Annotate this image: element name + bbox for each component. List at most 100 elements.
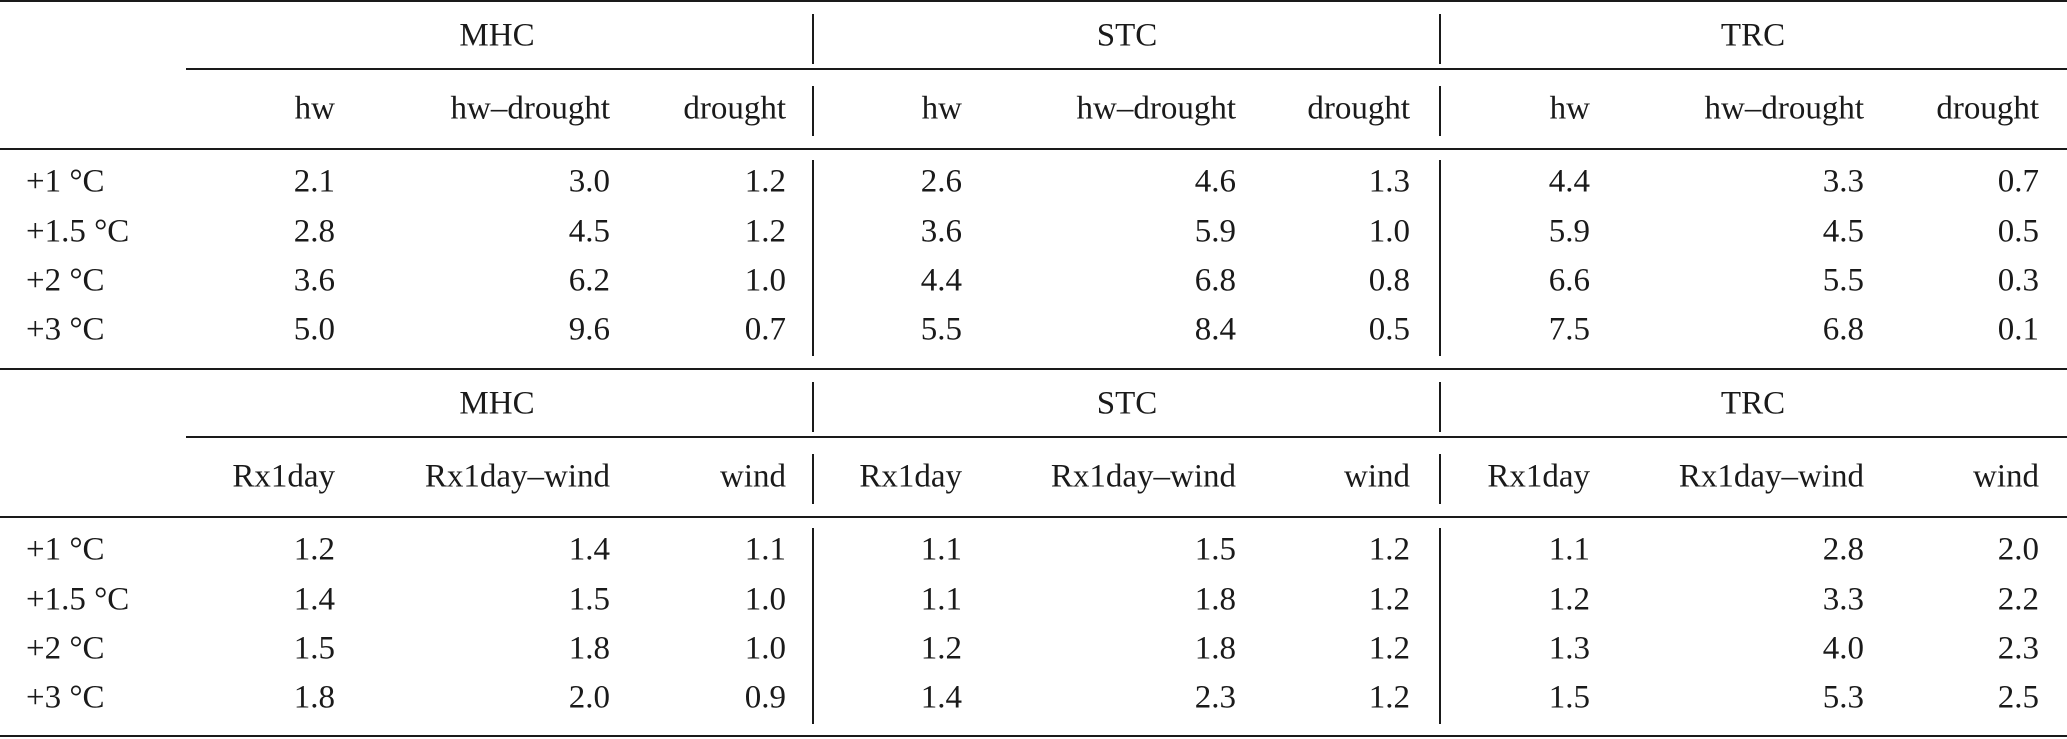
table-cell: 1.3 bbox=[1548, 630, 1590, 667]
table-cell: 1.4 bbox=[920, 679, 962, 716]
column-group-separator bbox=[812, 160, 814, 356]
table-cell: 3.6 bbox=[293, 262, 335, 299]
table-cell: 1.8 bbox=[1194, 581, 1236, 618]
group-header: TRC bbox=[1720, 385, 1786, 422]
table-cell: 2.2 bbox=[1997, 581, 2039, 618]
column-header: wind bbox=[720, 458, 786, 495]
table-cell: 1.8 bbox=[1194, 630, 1236, 667]
table-cell: 1.2 bbox=[1548, 581, 1590, 618]
column-group-separator bbox=[812, 14, 814, 64]
table-cell: 2.5 bbox=[1997, 679, 2039, 716]
table-cell: 1.1 bbox=[744, 531, 786, 568]
table-cell: 0.7 bbox=[744, 311, 786, 348]
table-cell: 7.5 bbox=[1548, 311, 1590, 348]
table-cell: 5.0 bbox=[293, 311, 335, 348]
column-group-separator bbox=[812, 528, 814, 724]
column-header: hw bbox=[921, 90, 962, 127]
table-cell: 2.0 bbox=[568, 679, 610, 716]
group-header: TRC bbox=[1720, 17, 1786, 54]
column-group-separator bbox=[1439, 86, 1441, 136]
row-label: +2 °C bbox=[26, 630, 105, 667]
column-header: hw–drought bbox=[1076, 90, 1237, 127]
row-label: +1.5 °C bbox=[26, 213, 130, 250]
group-header: MHC bbox=[459, 385, 535, 422]
group-header: MHC bbox=[459, 17, 535, 54]
table-cell: 1.0 bbox=[744, 262, 786, 299]
table-cell: 2.8 bbox=[293, 213, 335, 250]
table-cell: 1.2 bbox=[293, 531, 335, 568]
group-cmidrule bbox=[186, 436, 2067, 438]
column-header: wind bbox=[1344, 458, 1410, 495]
column-group-separator bbox=[1439, 14, 1441, 64]
column-group-separator bbox=[1439, 382, 1441, 432]
table-cell: 3.3 bbox=[1822, 163, 1864, 200]
column-header: hw–drought bbox=[450, 90, 611, 127]
column-header: drought bbox=[683, 90, 786, 127]
row-label: +2 °C bbox=[26, 262, 105, 299]
table-cell: 5.9 bbox=[1194, 213, 1236, 250]
table-cell: 5.9 bbox=[1548, 213, 1590, 250]
column-group-separator bbox=[1439, 528, 1441, 724]
column-header: Rx1day–wind bbox=[424, 458, 610, 495]
table-cell: 1.4 bbox=[568, 531, 610, 568]
column-header: Rx1day bbox=[859, 458, 962, 495]
table-cell: 4.4 bbox=[1548, 163, 1590, 200]
table-cell: 0.1 bbox=[1997, 311, 2039, 348]
table-cell: 1.0 bbox=[744, 581, 786, 618]
table-cell: 1.4 bbox=[293, 581, 335, 618]
table-cell: 1.2 bbox=[1368, 531, 1410, 568]
column-group-separator bbox=[812, 86, 814, 136]
row-label: +1 °C bbox=[26, 531, 105, 568]
column-header: hw bbox=[1549, 90, 1590, 127]
table-cell: 1.5 bbox=[293, 630, 335, 667]
column-header: drought bbox=[1936, 90, 2039, 127]
row-label: +1.5 °C bbox=[26, 581, 130, 618]
column-group-separator bbox=[812, 454, 814, 504]
table-cell: 1.5 bbox=[568, 581, 610, 618]
table-cell: 9.6 bbox=[568, 311, 610, 348]
column-header: hw–drought bbox=[1704, 90, 1865, 127]
table-cell: 4.5 bbox=[568, 213, 610, 250]
table-cell: 3.3 bbox=[1822, 581, 1864, 618]
table-cell: 8.4 bbox=[1194, 311, 1236, 348]
column-header: Rx1day bbox=[232, 458, 335, 495]
table-cell: 2.1 bbox=[293, 163, 335, 200]
column-header: drought bbox=[1307, 90, 1410, 127]
header-rule bbox=[0, 516, 2067, 518]
table-cell: 0.9 bbox=[744, 679, 786, 716]
table-cell: 6.8 bbox=[1194, 262, 1236, 299]
table-cell: 4.4 bbox=[920, 262, 962, 299]
table-cell: 1.2 bbox=[1368, 630, 1410, 667]
table-cell: 2.6 bbox=[920, 163, 962, 200]
table-cell: 1.8 bbox=[568, 630, 610, 667]
row-label: +3 °C bbox=[26, 311, 105, 348]
column-group-separator bbox=[812, 382, 814, 432]
table-cell: 4.5 bbox=[1822, 213, 1864, 250]
table-cell: 2.3 bbox=[1194, 679, 1236, 716]
header-rule bbox=[0, 148, 2067, 150]
table-cell: 1.5 bbox=[1548, 679, 1590, 716]
row-label: +1 °C bbox=[26, 163, 105, 200]
table-cell: 1.1 bbox=[920, 581, 962, 618]
row-label: +3 °C bbox=[26, 679, 105, 716]
table-cell: 1.1 bbox=[1548, 531, 1590, 568]
table-cell: 2.0 bbox=[1997, 531, 2039, 568]
table-cell: 1.2 bbox=[744, 163, 786, 200]
table-cell: 1.2 bbox=[1368, 679, 1410, 716]
table-cell: 0.3 bbox=[1997, 262, 2039, 299]
column-group-separator bbox=[1439, 160, 1441, 356]
table-cell: 1.0 bbox=[744, 630, 786, 667]
table-cell: 1.8 bbox=[293, 679, 335, 716]
table-cell: 6.8 bbox=[1822, 311, 1864, 348]
column-header: wind bbox=[1973, 458, 2039, 495]
table-cell: 2.3 bbox=[1997, 630, 2039, 667]
table-cell: 0.5 bbox=[1997, 213, 2039, 250]
table-cell: 3.0 bbox=[568, 163, 610, 200]
table-cell: 6.2 bbox=[568, 262, 610, 299]
table-cell: 5.5 bbox=[920, 311, 962, 348]
table-cell: 5.5 bbox=[1822, 262, 1864, 299]
group-header: STC bbox=[1096, 17, 1158, 54]
table-cell: 1.0 bbox=[1368, 213, 1410, 250]
table-cell: 1.2 bbox=[744, 213, 786, 250]
table-cell: 4.0 bbox=[1822, 630, 1864, 667]
